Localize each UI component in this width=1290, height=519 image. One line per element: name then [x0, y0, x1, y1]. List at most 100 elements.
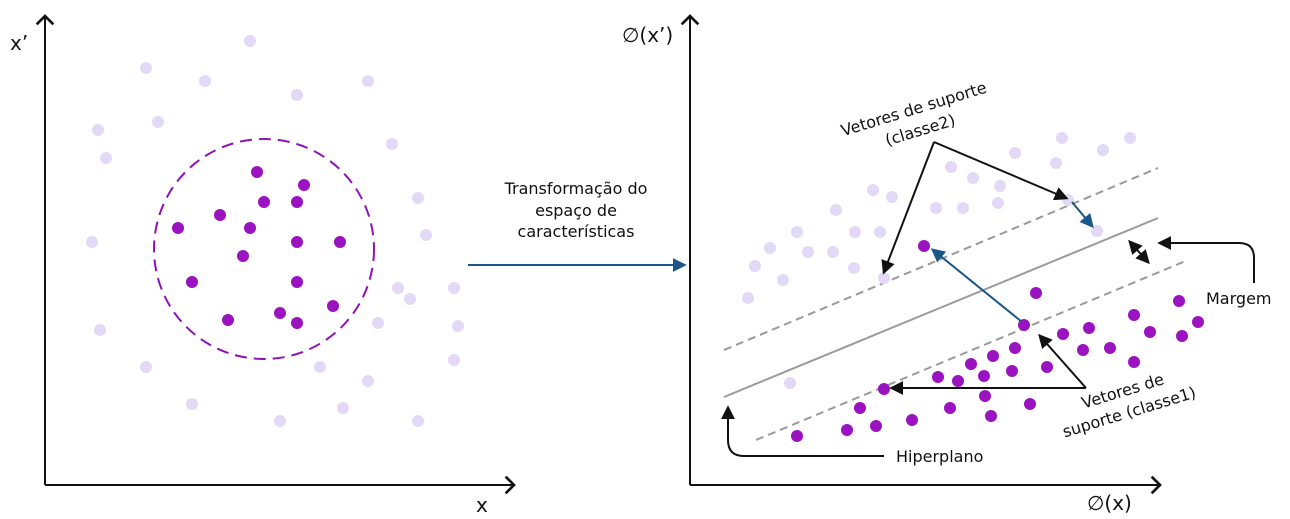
right-class2-point	[764, 242, 776, 254]
right-class1-point	[952, 375, 964, 387]
right-class1-point	[979, 390, 991, 402]
sv2-arrow-left	[881, 141, 935, 275]
left-class2-point	[362, 375, 374, 387]
left-class2-point	[392, 282, 404, 294]
right-class2-point	[945, 161, 957, 173]
right-class2-point	[1124, 132, 1136, 144]
left-class2-point	[140, 361, 152, 373]
right-class1-point	[1030, 287, 1042, 299]
right-class1-point	[918, 240, 930, 252]
right-class2-point	[777, 274, 789, 286]
left-class2-point	[199, 75, 211, 87]
hyperplane-label: Hiperplano	[896, 447, 984, 466]
right-class2-point	[802, 246, 814, 258]
left-x-axis-label: x	[476, 493, 488, 517]
left-class2-point	[412, 192, 424, 204]
right-class2-point	[1062, 194, 1074, 206]
right-class1-point	[965, 358, 977, 370]
left-class2-point	[448, 354, 460, 366]
left-class2-point	[152, 116, 164, 128]
left-class2-point	[140, 62, 152, 74]
transform-label-line3: características	[517, 222, 635, 242]
right-class2-point	[874, 226, 886, 238]
margin-line-lower	[755, 259, 1189, 441]
right-class2-point	[848, 262, 860, 274]
right-class1-point	[791, 430, 803, 442]
right-class2-point	[1050, 157, 1062, 169]
left-class2-point	[337, 402, 349, 414]
blue-arrow-sv2-to-plane	[1071, 201, 1094, 229]
left-class1-point	[298, 179, 310, 191]
left-class2-point	[448, 282, 460, 294]
right-class1-point	[1009, 342, 1021, 354]
left-class1-point	[291, 236, 303, 248]
right-class2-point	[957, 202, 969, 214]
left-class2-point	[244, 35, 256, 47]
right-class1-point	[978, 370, 990, 382]
right-class1-point	[1128, 356, 1140, 368]
right-class2-point	[1097, 144, 1109, 156]
right-class2-point	[867, 184, 879, 196]
left-class1-point	[258, 196, 270, 208]
left-class2-point	[86, 236, 98, 248]
transform-label-line2: espaço de	[535, 200, 617, 220]
right-class1-point	[944, 402, 956, 414]
left-class2-point	[94, 324, 106, 336]
left-class1-point	[222, 314, 234, 326]
left-inner-points	[172, 166, 346, 329]
left-class1-point	[327, 300, 339, 312]
sv2-arrow-right	[933, 141, 1069, 201]
left-class1-point	[237, 250, 249, 262]
left-class1-point	[172, 222, 184, 234]
right-class1-point	[878, 383, 890, 395]
right-class2-point	[994, 180, 1006, 192]
circular-boundary	[153, 138, 375, 360]
margin-callout-arrow	[1157, 236, 1255, 283]
right-class1-point	[987, 350, 999, 362]
right-class2-point	[742, 292, 754, 304]
left-class1-point	[214, 209, 226, 221]
right-class2-point	[886, 191, 898, 203]
right-class1-point	[906, 414, 918, 426]
left-class1-point	[291, 317, 303, 329]
right-class1-point	[870, 420, 882, 432]
left-class2-point	[362, 75, 374, 87]
right-class2-point	[878, 272, 890, 284]
right-class1-point	[1173, 295, 1185, 307]
right-class1-point	[841, 424, 853, 436]
left-class2-point	[314, 361, 326, 373]
left-class2-point	[291, 89, 303, 101]
right-class2-point	[849, 226, 861, 238]
hyperplane-callout-arrow	[721, 405, 884, 457]
right-class2-point	[749, 260, 761, 272]
right-class2-point	[784, 377, 796, 389]
left-class1-point	[274, 307, 286, 319]
right-class1-point	[1041, 361, 1053, 373]
right-class2-point	[830, 204, 842, 216]
right-class2-point	[992, 197, 1004, 209]
right-class1-point	[1192, 316, 1204, 328]
left-class2-point	[372, 317, 384, 329]
right-class2-point	[930, 202, 942, 214]
left-class1-point	[244, 222, 256, 234]
left-y-axis-label: x’	[10, 31, 29, 55]
sv1-arrow-up	[1038, 333, 1087, 389]
right-class2-point	[827, 246, 839, 258]
left-class2-point	[412, 415, 424, 427]
blue-arrow-sv1-to-sv2	[930, 248, 1023, 323]
right-class2-point	[1009, 147, 1021, 159]
right-class1-point	[1176, 330, 1188, 342]
left-class2-point	[186, 398, 198, 410]
left-class1-point	[251, 166, 263, 178]
right-class1-point	[1057, 328, 1069, 340]
right-class1-point	[1104, 342, 1116, 354]
right-class1-point	[1144, 326, 1156, 338]
right-class2-point	[967, 172, 979, 184]
right-class1-points	[791, 240, 1204, 442]
left-class1-point	[291, 196, 303, 208]
left-class2-point	[404, 293, 416, 305]
transform-label-line1: Transformação do	[504, 179, 648, 198]
left-class2-point	[274, 415, 286, 427]
margin-label: Margem	[1206, 289, 1272, 308]
